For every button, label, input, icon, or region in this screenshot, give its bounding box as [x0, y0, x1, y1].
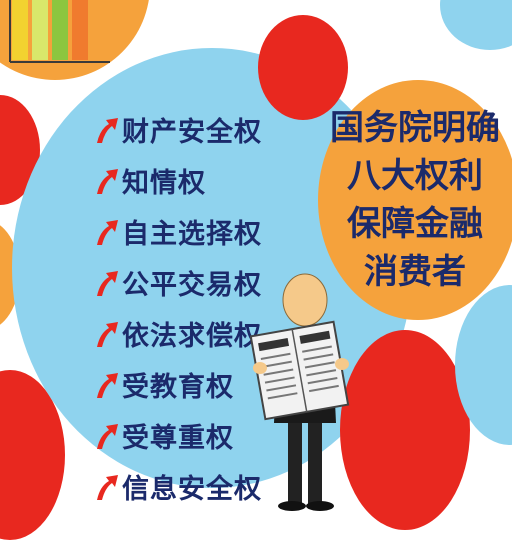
red-circle-top-center — [258, 15, 348, 120]
list-item: 自主选择权 — [94, 206, 262, 257]
list-item: 受尊重权 — [94, 410, 262, 461]
red-arrow-icon — [97, 117, 118, 143]
red-arrow-icon — [97, 474, 118, 500]
list-item: 信息安全权 — [94, 461, 262, 512]
right-label: 自主选择权 — [122, 219, 262, 250]
headline-line: 消费者 — [364, 252, 466, 292]
right-label: 信息安全权 — [122, 474, 262, 505]
headline-line: 保障金融 — [347, 204, 483, 244]
list-item: 受教育权 — [94, 359, 262, 410]
headline: 国务院明确 八大权利 保障金融 消费者 — [330, 104, 500, 296]
list-item: 公平交易权 — [94, 257, 262, 308]
right-label: 公平交易权 — [122, 270, 262, 301]
man-reading-newspaper-illustration — [250, 273, 350, 511]
rights-list: 财产安全权 知情权 自主选择权 公平交易权 依法求偿权 受教育权 受尊重权 信息… — [94, 104, 262, 512]
list-item: 知情权 — [94, 155, 262, 206]
red-arrow-icon — [97, 168, 118, 194]
red-arrow-icon — [97, 423, 118, 449]
headline-line: 八大权利 — [347, 156, 483, 196]
red-circle-bottom-right — [340, 330, 470, 530]
right-label: 财产安全权 — [122, 117, 262, 148]
list-item: 依法求偿权 — [94, 308, 262, 359]
right-label: 受尊重权 — [122, 423, 234, 454]
red-arrow-icon — [97, 372, 118, 398]
red-arrow-icon — [97, 270, 118, 296]
red-arrow-icon — [97, 321, 118, 347]
orange-circle-right — [318, 80, 512, 320]
right-label: 知情权 — [122, 168, 206, 199]
list-item: 财产安全权 — [94, 104, 262, 155]
right-label: 依法求偿权 — [122, 321, 262, 352]
blue-circle-top-right — [440, 0, 512, 50]
headline-line: 国务院明确 — [330, 108, 500, 148]
bar-graphic-icon — [9, 0, 110, 63]
right-label: 受教育权 — [122, 372, 234, 403]
red-arrow-icon — [97, 219, 118, 245]
